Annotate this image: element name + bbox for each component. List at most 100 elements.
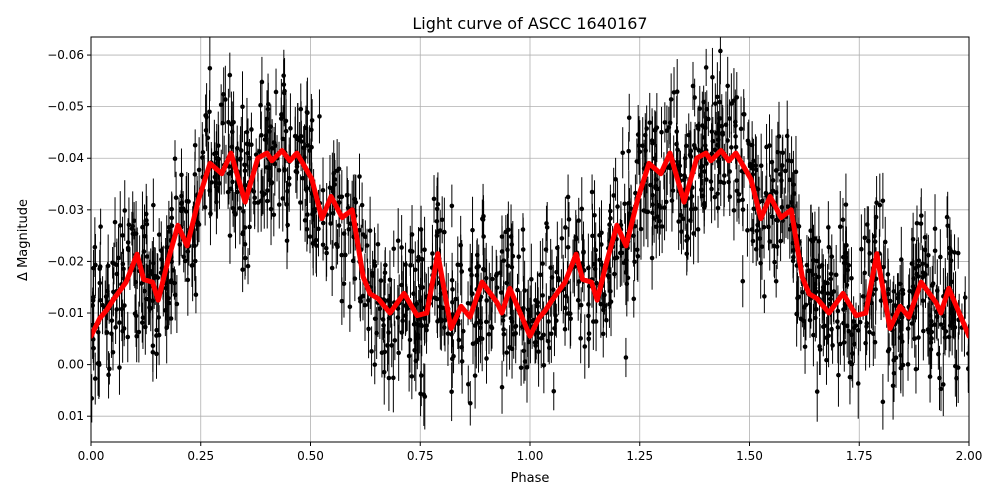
- data-point: [770, 178, 776, 183]
- data-point: [409, 374, 415, 379]
- data-point: [606, 275, 612, 280]
- data-point: [932, 322, 937, 328]
- data-point: [693, 206, 698, 212]
- x-tick-label: 1.00: [517, 449, 544, 463]
- data-point: [154, 351, 159, 357]
- data-point: [362, 302, 368, 308]
- data-point: [952, 250, 957, 255]
- data-point: [554, 318, 559, 323]
- data-point: [644, 126, 649, 131]
- data-point: [891, 371, 897, 376]
- data-point: [579, 206, 585, 212]
- chart-title: Light curve of ASCC 1640167: [412, 14, 647, 33]
- data-point: [375, 241, 381, 247]
- data-point: [856, 328, 861, 333]
- data-point: [323, 245, 329, 251]
- x-tick-label: 0.75: [407, 449, 434, 463]
- data-point: [184, 198, 190, 204]
- data-point: [212, 151, 217, 157]
- data-point: [234, 189, 240, 195]
- data-point: [867, 251, 873, 256]
- data-point: [753, 163, 758, 168]
- data-point: [678, 212, 684, 218]
- data-point: [242, 162, 247, 168]
- data-point: [320, 220, 326, 226]
- data-point: [456, 337, 462, 343]
- data-point: [638, 226, 644, 232]
- data-point: [268, 206, 274, 212]
- data-point: [712, 194, 718, 200]
- data-point: [139, 320, 145, 325]
- data-point: [121, 326, 127, 331]
- data-point: [897, 281, 903, 287]
- data-point: [131, 218, 137, 224]
- data-point: [518, 365, 524, 370]
- data-point: [942, 335, 948, 340]
- data-point: [774, 244, 780, 249]
- data-point: [472, 373, 478, 378]
- data-point: [751, 206, 757, 212]
- data-point: [486, 332, 492, 337]
- data-point: [727, 116, 732, 121]
- data-point: [688, 148, 694, 154]
- data-point: [317, 114, 322, 119]
- data-point: [144, 218, 149, 223]
- data-point: [122, 208, 128, 213]
- data-point: [686, 132, 692, 138]
- data-point: [305, 110, 310, 116]
- x-tick-label: 1.75: [846, 449, 873, 463]
- data-point: [816, 238, 822, 244]
- data-point: [623, 270, 629, 275]
- data-point: [341, 281, 347, 287]
- data-point: [422, 394, 428, 399]
- data-point: [663, 199, 669, 205]
- data-point: [549, 331, 554, 337]
- data-point: [914, 220, 920, 226]
- data-point: [133, 279, 139, 285]
- data-point: [139, 281, 144, 286]
- data-point: [533, 298, 538, 303]
- data-point: [449, 203, 455, 209]
- data-point: [736, 198, 742, 204]
- data-point: [703, 65, 709, 70]
- data-point: [295, 136, 300, 142]
- data-point: [272, 161, 278, 167]
- data-point: [263, 133, 269, 138]
- data-point: [107, 366, 112, 372]
- data-point: [898, 365, 904, 371]
- data-point: [775, 218, 781, 223]
- data-point: [905, 362, 911, 367]
- data-point: [664, 128, 670, 133]
- data-point: [615, 204, 620, 209]
- data-point: [367, 228, 373, 233]
- data-point: [383, 262, 388, 268]
- data-point: [231, 209, 237, 215]
- data-point: [899, 257, 904, 262]
- data-point: [544, 221, 549, 226]
- data-point: [117, 365, 122, 370]
- data-point: [281, 90, 287, 96]
- data-point: [399, 245, 404, 250]
- data-point: [913, 366, 919, 372]
- data-point: [352, 276, 358, 281]
- data-point: [745, 228, 750, 233]
- data-point: [731, 208, 737, 213]
- data-point: [655, 214, 660, 220]
- data-point: [419, 323, 425, 329]
- data-point: [469, 272, 474, 278]
- data-point: [419, 256, 425, 262]
- data-point: [458, 242, 463, 248]
- data-point: [276, 202, 282, 207]
- data-point: [680, 216, 686, 222]
- data-point: [563, 225, 568, 230]
- data-point: [925, 327, 931, 332]
- data-point: [281, 73, 286, 78]
- data-point: [938, 254, 943, 260]
- data-point: [634, 247, 640, 253]
- data-point: [372, 362, 378, 367]
- data-point: [778, 238, 783, 244]
- data-point: [734, 95, 740, 100]
- data-point: [488, 324, 494, 329]
- data-point: [247, 155, 252, 161]
